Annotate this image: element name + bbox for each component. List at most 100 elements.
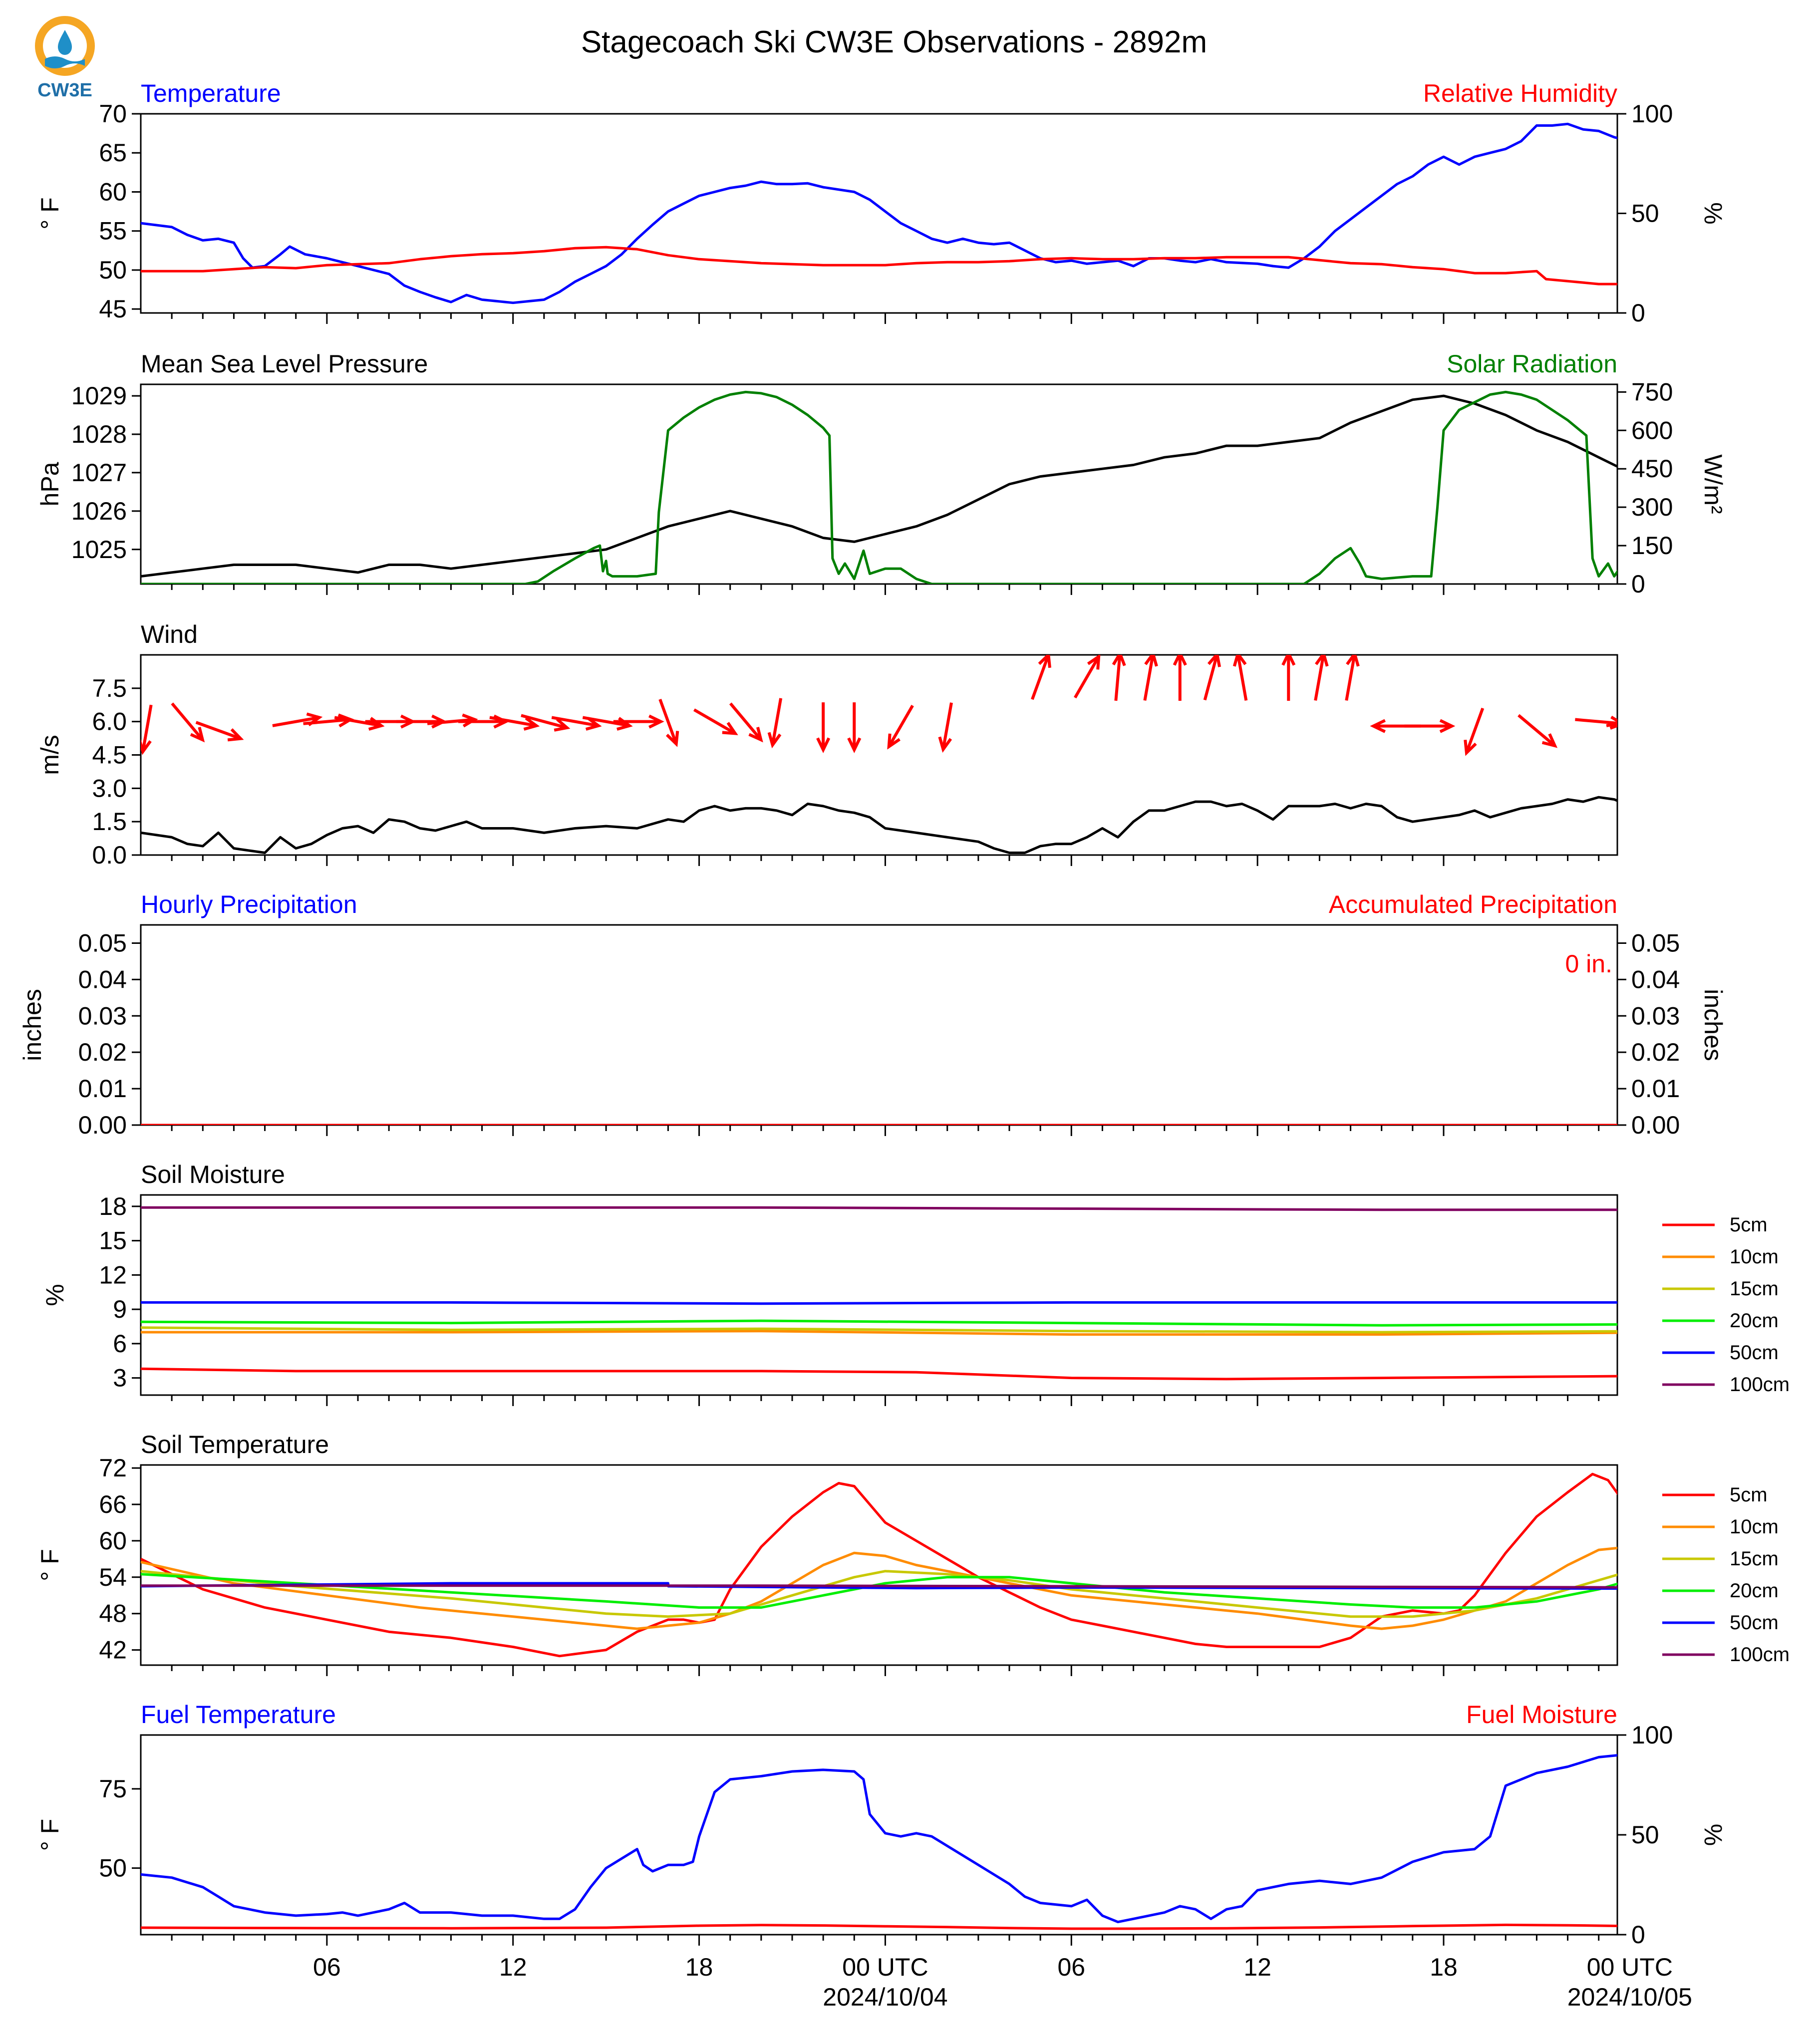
plot-area bbox=[141, 1206, 1617, 1381]
y-tick-label: 0.0 bbox=[92, 841, 127, 869]
cw3e-logo: CW3E bbox=[30, 15, 100, 101]
y-tick-label: 9 bbox=[113, 1295, 127, 1323]
y2-tick-label: 750 bbox=[1631, 378, 1673, 406]
wind-arrow-shaft bbox=[582, 716, 630, 727]
wind-arrow-shaft bbox=[521, 714, 568, 729]
legend-label-100cm: 100cm bbox=[1730, 1374, 1790, 1396]
wind-arrow-shaft bbox=[1236, 655, 1248, 701]
wind-arrow-shaft bbox=[941, 702, 953, 750]
y-tick-label: 50 bbox=[99, 256, 127, 284]
wind-arrow bbox=[1606, 722, 1617, 727]
legend-label-100cm: 100cm bbox=[1730, 1644, 1790, 1666]
y-tick-label: 4.5 bbox=[92, 741, 127, 769]
wind-arrow bbox=[171, 702, 205, 743]
legend-label-5cm: 5cm bbox=[1730, 1484, 1768, 1506]
x-date-label: 2024/10/04 bbox=[823, 1983, 947, 2011]
x-tick-label: 06 bbox=[313, 1953, 341, 1981]
wind-arrow-shaft bbox=[195, 721, 242, 740]
y-axis-label: m/s bbox=[36, 735, 64, 775]
y2-tick-label: 50 bbox=[1631, 200, 1659, 228]
y-tick-label: 66 bbox=[99, 1490, 127, 1518]
wind-arrow bbox=[1074, 655, 1101, 699]
wind-arrow-head bbox=[1173, 655, 1187, 666]
y2-tick-label: 0 bbox=[1631, 299, 1645, 327]
wind-arrow-shaft bbox=[1114, 655, 1122, 701]
plot-frame bbox=[140, 1464, 1618, 1666]
panel-4: Hourly Precipitation Accumulated Precipit… bbox=[18, 890, 1727, 1139]
x-date-label: 2024/10/05 bbox=[1567, 1983, 1692, 2011]
y-axis-label: ° F bbox=[36, 197, 64, 229]
series-line-2 bbox=[141, 390, 1617, 584]
wind-arrow-head bbox=[648, 714, 664, 729]
legend-label-15cm: 15cm bbox=[1730, 1278, 1779, 1300]
y-tick-label: 65 bbox=[99, 139, 127, 167]
plot-frame bbox=[140, 1734, 1618, 1936]
y-tick-label: 18 bbox=[99, 1192, 127, 1220]
plot-area bbox=[141, 1472, 1617, 1658]
legend-label-50cm: 50cm bbox=[1730, 1612, 1779, 1634]
wind-arrow-shaft bbox=[888, 704, 914, 748]
y-tick-label: 1028 bbox=[71, 420, 127, 448]
panel-title-left: Soil Moisture bbox=[141, 1160, 285, 1188]
series-line-1 bbox=[141, 394, 1617, 578]
x-tick-label: 12 bbox=[1243, 1953, 1271, 1981]
wind-arrow-shaft bbox=[334, 716, 382, 727]
wind-arrow-shaft bbox=[171, 702, 204, 741]
wind-arrow bbox=[1031, 655, 1051, 700]
plot-frame bbox=[140, 383, 1618, 585]
y-tick-label: 60 bbox=[99, 1527, 127, 1555]
series-line-50cm bbox=[141, 1582, 1617, 1590]
wind-arrow-head bbox=[227, 728, 244, 742]
wind-arrow-shaft bbox=[1517, 714, 1556, 747]
wind-arrow-head bbox=[1281, 655, 1296, 666]
series-line-10cm bbox=[141, 1330, 1617, 1336]
wind-arrow bbox=[887, 704, 914, 750]
legend-label-10cm: 10cm bbox=[1730, 1246, 1779, 1268]
y-tick-label: 70 bbox=[99, 100, 127, 128]
plot-frame bbox=[140, 1194, 1618, 1396]
y-tick-label: 0.03 bbox=[78, 1002, 127, 1030]
y-axis-label: hPa bbox=[36, 462, 64, 506]
y-tick-label: 42 bbox=[99, 1636, 127, 1664]
wind-arrow bbox=[195, 721, 244, 742]
y-tick-label: 0.02 bbox=[78, 1038, 127, 1066]
wind-arrow bbox=[1173, 655, 1187, 701]
wind-arrow bbox=[767, 698, 783, 749]
panel-title-left: Wind bbox=[141, 620, 198, 648]
panel-7: Fuel Temperature Fuel Moisture 50 75 ° F 0 50 1… bbox=[36, 1701, 1727, 1949]
x-tick-label: 00 UTC bbox=[842, 1953, 928, 1981]
y2-axis-label: inches bbox=[1699, 989, 1727, 1061]
series-line-5cm bbox=[141, 1367, 1617, 1381]
wind-arrow bbox=[1464, 707, 1485, 756]
y2-tick-label: 0.04 bbox=[1631, 965, 1680, 993]
wind-arrow-head bbox=[1038, 655, 1051, 668]
y-tick-label: 0.04 bbox=[78, 965, 127, 993]
panel-title-right: Solar Radiation bbox=[1447, 350, 1617, 378]
wind-arrow-head bbox=[665, 731, 679, 747]
wind-arrow-shaft bbox=[1314, 655, 1325, 701]
y-tick-label: 1025 bbox=[71, 536, 127, 564]
wind-arrow-shaft bbox=[551, 716, 599, 727]
series-line-5cm bbox=[141, 1472, 1617, 1658]
y-axis-label: ° F bbox=[36, 1819, 64, 1851]
panel-title-right: Fuel Moisture bbox=[1466, 1701, 1617, 1729]
plot-area bbox=[141, 1754, 1617, 1930]
wind-arrow-head bbox=[887, 733, 901, 750]
wind-arrow bbox=[1404, 719, 1456, 733]
x-tick-label: 12 bbox=[499, 1953, 527, 1981]
panel-1: Temperature Relative Humidity 45 50 55 60 65 70… bbox=[36, 79, 1727, 327]
y-tick-label: 15 bbox=[99, 1227, 127, 1255]
y-axis-label: ° F bbox=[36, 1549, 64, 1581]
y-tick-label: 12 bbox=[99, 1261, 127, 1289]
wind-arrow-head bbox=[1464, 739, 1477, 756]
legend-label-5cm: 5cm bbox=[1730, 1214, 1768, 1236]
series-line-100cm bbox=[141, 1206, 1617, 1211]
x-tick-label: 18 bbox=[1430, 1953, 1458, 1981]
series-line-1 bbox=[141, 1754, 1617, 1924]
x-tick-label: 06 bbox=[1057, 1953, 1085, 1981]
wind-arrow-head bbox=[1370, 719, 1386, 733]
series-line-2 bbox=[141, 246, 1617, 286]
panel-5: Soil Moisture 3 6 9 12 15 18% 5cm 10cm 15cm 20cm 50… bbox=[41, 1160, 1790, 1406]
wind-arrow bbox=[1143, 655, 1158, 701]
